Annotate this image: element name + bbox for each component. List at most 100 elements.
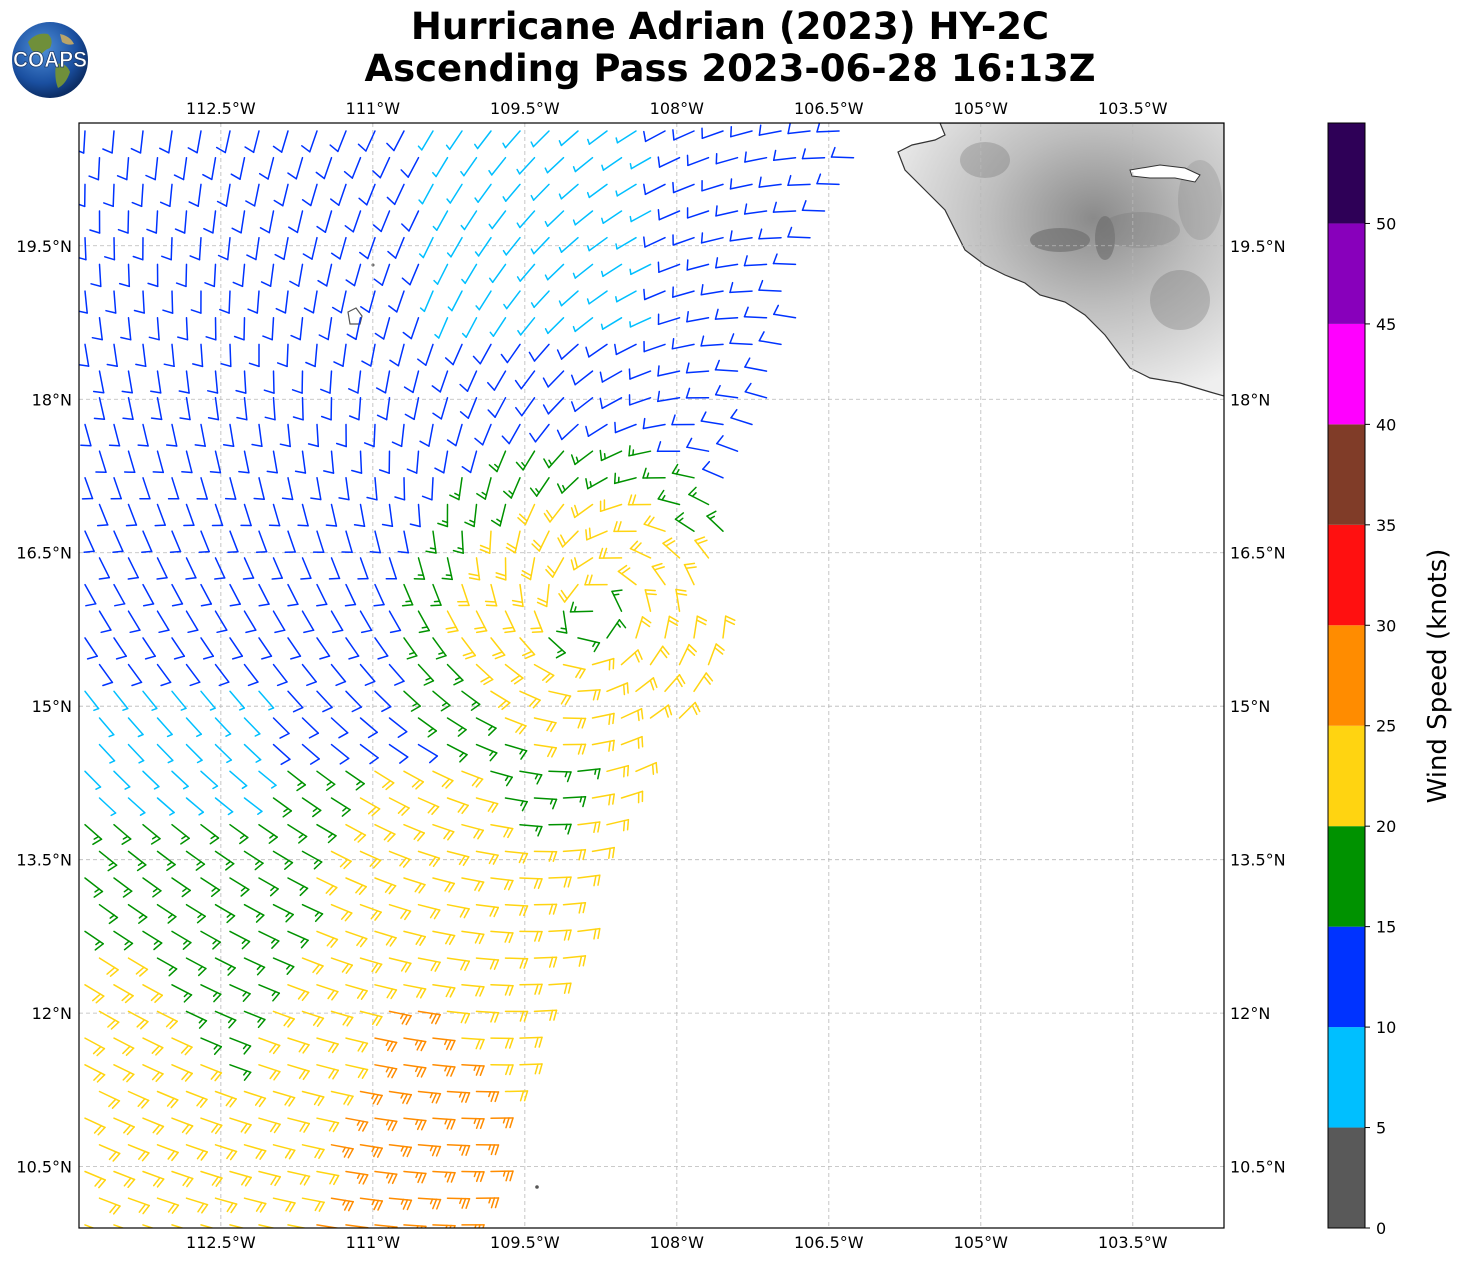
lat-tick-label-left: 19.5°N bbox=[16, 237, 72, 256]
title-line-1: Hurricane Adrian (2023) HY-2C bbox=[410, 5, 1050, 48]
wind-barb bbox=[200, 984, 222, 1003]
wind-barb bbox=[316, 1064, 340, 1080]
wind-barb bbox=[801, 148, 826, 160]
wind-barb bbox=[137, 423, 149, 447]
wind-barb bbox=[357, 557, 369, 580]
wind-barb bbox=[685, 362, 710, 374]
wind-barb bbox=[113, 770, 131, 790]
wind-barb bbox=[490, 1170, 514, 1182]
wind-barb bbox=[251, 423, 263, 448]
wind-barb bbox=[577, 637, 601, 653]
wind-barb bbox=[142, 690, 158, 711]
wind-barb bbox=[258, 770, 277, 789]
wind-barb bbox=[84, 1064, 106, 1083]
wind-barb bbox=[461, 823, 485, 840]
wind-barb bbox=[112, 530, 124, 554]
wind-barb bbox=[171, 1064, 193, 1082]
wind-barb bbox=[361, 343, 376, 367]
wind-barb bbox=[272, 1197, 296, 1213]
wind-barb bbox=[386, 183, 405, 206]
wind-barb bbox=[432, 637, 447, 660]
wind-barb bbox=[374, 637, 389, 660]
wind-barb bbox=[615, 290, 637, 303]
wind-barb bbox=[475, 743, 498, 762]
wind-barb bbox=[449, 477, 463, 501]
wind-barb bbox=[260, 263, 275, 287]
wind-barb bbox=[287, 1037, 310, 1054]
wind-barb bbox=[345, 637, 360, 660]
wind-barb bbox=[511, 583, 524, 608]
wind-barb bbox=[272, 1010, 295, 1028]
wind-barb bbox=[272, 717, 290, 739]
wind-barb bbox=[188, 183, 202, 207]
wind-barb bbox=[445, 610, 459, 634]
wind-barb bbox=[209, 450, 222, 474]
wind-barb bbox=[642, 417, 666, 430]
wind-barb bbox=[591, 739, 615, 752]
wind-barb bbox=[701, 180, 724, 192]
wind-barb bbox=[231, 210, 246, 234]
wind-barb bbox=[475, 1010, 500, 1023]
wind-barb bbox=[287, 984, 310, 1002]
wind-barb bbox=[519, 823, 543, 837]
wind-barb bbox=[787, 226, 811, 239]
wind-barb bbox=[145, 156, 159, 181]
wind-barb bbox=[229, 1037, 252, 1055]
wind-barb bbox=[272, 957, 295, 975]
wind-barb bbox=[528, 343, 550, 362]
wind-barb bbox=[548, 770, 572, 783]
wind-barb bbox=[135, 343, 147, 368]
wind-barb bbox=[562, 743, 587, 755]
wind-barb bbox=[446, 850, 470, 867]
wind-barb bbox=[504, 957, 529, 969]
wind-barb bbox=[123, 450, 136, 474]
wind-barb bbox=[556, 610, 568, 634]
wind-barb bbox=[133, 290, 145, 314]
wind-barb bbox=[548, 929, 572, 941]
wind-barb bbox=[729, 281, 753, 294]
wind-barb bbox=[272, 850, 294, 870]
wind-barb bbox=[446, 423, 463, 447]
wind-barb bbox=[287, 583, 299, 607]
wind-barb bbox=[142, 1037, 164, 1056]
wind-barb bbox=[530, 290, 550, 309]
wind-barb bbox=[432, 1037, 456, 1051]
wind-barb bbox=[816, 123, 840, 133]
wind-barb bbox=[142, 637, 156, 660]
wind-barb bbox=[548, 982, 572, 994]
wind-barb bbox=[359, 1010, 383, 1026]
wind-barb bbox=[570, 397, 594, 413]
wind-barb bbox=[117, 210, 130, 234]
wind-barb bbox=[374, 984, 398, 1000]
wind-barb bbox=[127, 1090, 150, 1109]
wind-barb bbox=[150, 370, 162, 394]
wind-barb bbox=[572, 210, 594, 226]
wind-barb bbox=[301, 1144, 325, 1159]
wind-barb bbox=[113, 1117, 135, 1136]
wind-barb bbox=[98, 1197, 121, 1215]
wind-barb bbox=[649, 645, 670, 666]
wind-barb bbox=[432, 984, 456, 998]
wind-barb bbox=[504, 903, 529, 917]
wind-barb bbox=[572, 263, 594, 279]
wind-barb bbox=[628, 394, 652, 406]
wind-barb bbox=[127, 663, 143, 687]
wind-barb bbox=[200, 690, 216, 711]
wind-barb bbox=[335, 423, 347, 448]
wind-barb bbox=[401, 210, 420, 232]
wind-barb bbox=[432, 690, 451, 712]
lon-ticks-top: 112.5°W 111°W 109.5°W 108°W 106.5°W 105°W 103.… bbox=[186, 99, 1168, 118]
wind-barb bbox=[207, 370, 219, 394]
wind-barb bbox=[403, 877, 426, 894]
wind-barb bbox=[475, 1197, 500, 1209]
wind-barb bbox=[417, 610, 430, 634]
wind-barb bbox=[570, 450, 594, 466]
wind-barb bbox=[84, 637, 98, 660]
wind-barb bbox=[657, 390, 681, 403]
wind-barb bbox=[707, 643, 725, 666]
wind-barb bbox=[258, 690, 275, 711]
wind-barb bbox=[142, 583, 155, 607]
map-plot-area[interactable] bbox=[79, 123, 1224, 1228]
wind-barb bbox=[289, 263, 304, 287]
wind-barb bbox=[570, 557, 594, 571]
